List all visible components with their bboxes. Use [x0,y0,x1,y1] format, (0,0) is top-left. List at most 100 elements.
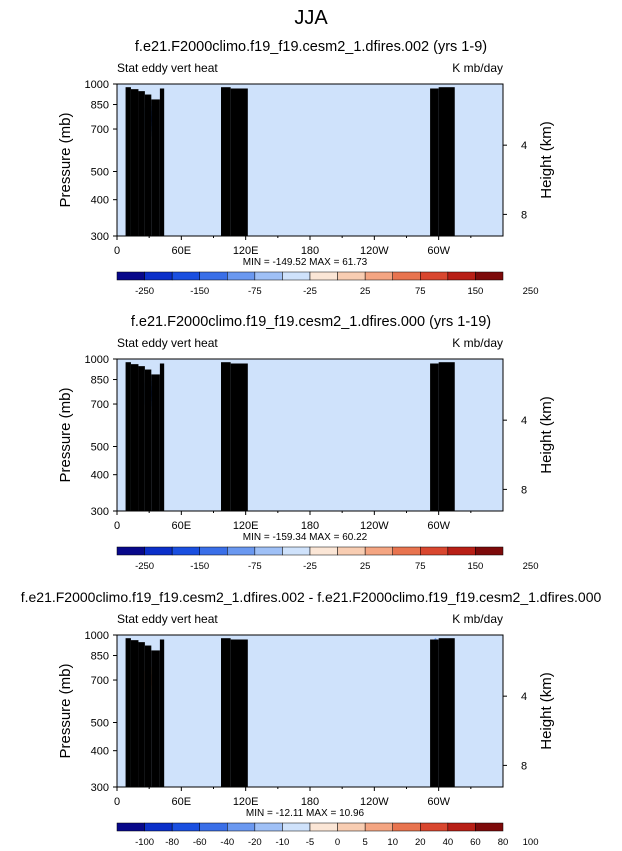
x-tick-label: 60E [172,520,192,532]
min-max-stats: MIN = -12.11 MAX = 10.96 [246,808,365,819]
colorbar-swatch [199,271,228,281]
x-tick-label: 120W [360,245,389,257]
left-label: Stat eddy vert heat [117,612,218,626]
colorbar-swatch [171,271,200,281]
colorbar-swatch [116,271,145,281]
topography-bar [438,638,455,787]
colorbar-swatch [199,546,228,556]
y-tick-label: 850 [91,651,109,663]
x-tick-label: 120E [233,245,259,257]
y-tick-label: 400 [91,470,109,482]
colorbar-swatch [475,822,504,832]
colorbar-swatch [309,822,338,832]
topography-bar [221,638,231,787]
colorbar-swatch [171,546,200,556]
colorbar-swatch [420,271,449,281]
topography-bar [430,363,439,511]
colorbar-swatch [447,546,476,556]
topography-bar [151,650,160,787]
x-tick-label: 0 [114,520,120,532]
height-tick-label: 4 [521,140,527,152]
colorbar-label: -250 [135,286,154,297]
colorbar-label: -75 [248,286,262,297]
colorbar-swatch [392,271,421,281]
x-tick-label: 0 [114,796,120,808]
topography-bar [430,88,439,236]
colorbar-label: 60 [470,837,481,848]
topography-bar [159,363,165,511]
colorbar-label: 10 [387,837,398,848]
topography-bar [125,638,131,787]
colorbar-swatch [199,822,228,832]
y-tick-label: 1000 [85,79,109,91]
colorbar-label: 150 [467,286,483,297]
y-tick-label: 700 [91,675,109,687]
colorbar-label: -250 [135,561,154,572]
height-tick-label: 4 [521,415,527,427]
y-tick-label: 700 [91,399,109,411]
topography-bar [125,362,131,511]
colorbar-swatch [227,822,256,832]
colorbar-label: -10 [276,837,290,848]
colorbar-swatch [309,546,338,556]
topography-bar [230,639,248,787]
colorbar-swatch [447,271,476,281]
page-title: JJA [294,7,328,29]
topography-bar [130,89,139,237]
x-tick-label: 120E [233,796,259,808]
colorbar-swatch [171,822,200,832]
x-tick-label: 60E [172,796,192,808]
topography-bar [130,640,139,787]
panel-title: f.e21.F2000climo.f19_f19.cesm2_1.dfires.… [131,314,491,330]
colorbar-swatch [144,546,173,556]
colorbar-label: 0 [335,837,340,848]
y-tick-label: 850 [91,100,109,112]
colorbar-swatch [447,822,476,832]
colorbar-swatch [392,822,421,832]
colorbar-swatch [254,546,283,556]
topography-bar [221,87,231,236]
panel-title: f.e21.F2000climo.f19_f19.cesm2_1.dfires.… [21,589,602,605]
pressure-axis-label: Pressure (mb) [57,112,74,207]
y-tick-label: 500 [91,718,109,730]
colorbar-label: -150 [190,561,209,572]
colorbar-label: 25 [360,286,371,297]
colorbar-label: -25 [303,561,317,572]
colorbar-label: 150 [467,561,483,572]
x-tick-label: 120W [360,520,389,532]
colorbar-label: -80 [165,837,179,848]
topography-bar [438,87,455,236]
topography-bar [151,99,160,236]
colorbar-label: 250 [523,561,539,572]
colorbar-swatch [337,822,366,832]
topography-bar [151,374,160,511]
colorbar-swatch [475,546,504,556]
colorbar-swatch [337,546,366,556]
y-tick-label: 1000 [85,354,109,366]
colorbar-swatch [475,271,504,281]
topography-bar [138,91,145,236]
y-tick-label: 400 [91,195,109,207]
panel-title: f.e21.F2000climo.f19_f19.cesm2_1.dfires.… [135,39,487,55]
topography-bar [159,639,165,787]
right-label: K mb/day [452,336,503,350]
colorbar-label: -75 [248,561,262,572]
y-tick-label: 300 [91,231,109,243]
height-axis-label: Height (km) [538,396,555,474]
left-label: Stat eddy vert heat [117,61,218,75]
colorbar-label: -150 [190,286,209,297]
y-tick-label: 700 [91,124,109,136]
height-axis-label: Height (km) [538,121,555,199]
colorbar-label: -60 [193,837,207,848]
x-tick-label: 60W [427,520,450,532]
topography-bar [230,363,248,511]
colorbar-swatch [254,271,283,281]
colorbar-swatch [364,271,393,281]
colorbar-swatch [254,822,283,832]
topography-bar [430,639,439,787]
x-tick-label: 120W [360,796,389,808]
colorbar-swatch [282,546,311,556]
chart-panel-2: f.e21.F2000climo.f19_f19.cesm2_1.dfires.… [57,314,555,572]
colorbar-swatch [420,822,449,832]
